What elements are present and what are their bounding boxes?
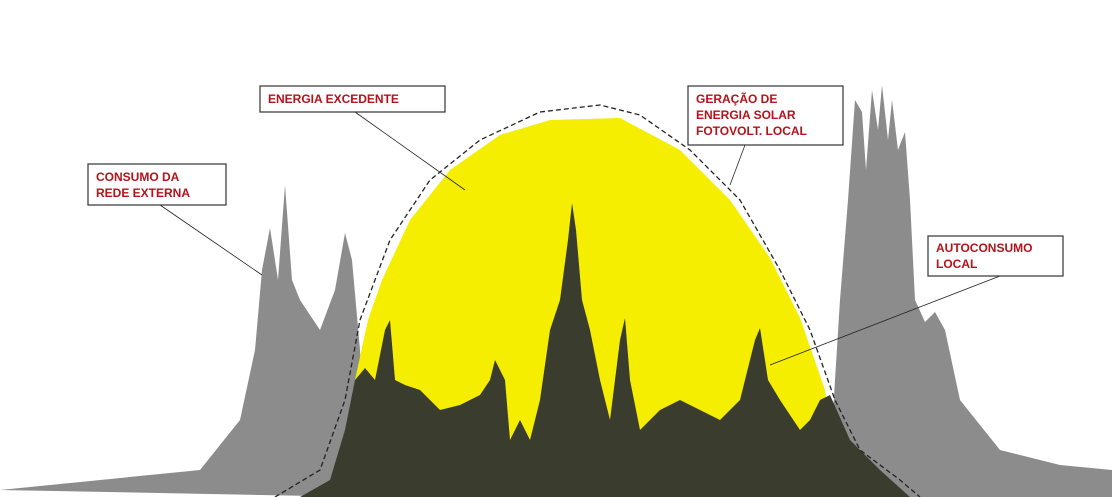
label-box (259, 85, 446, 113)
grid-consumption-right (828, 85, 1112, 497)
label-text: AUTOCONSUMO (936, 241, 1032, 255)
leader-line (159, 204, 263, 276)
generation-outline (274, 104, 921, 497)
label-text: REDE EXTERNA (96, 186, 190, 200)
label-box (687, 85, 844, 146)
label-text: ENERGIA EXCEDENTE (268, 92, 399, 106)
grid-consumption-left (0, 185, 368, 497)
label-box (927, 235, 1064, 277)
label-text: FOTOVOLT. LOCAL (696, 124, 807, 138)
leader-line (354, 111, 466, 191)
self-consumption (300, 203, 910, 497)
label-box (87, 163, 227, 206)
leader-line (729, 144, 746, 186)
label-text: ENERGIA SOLAR (696, 108, 796, 122)
label-text: GERAÇÃO DE (696, 91, 777, 106)
label-text: LOCAL (936, 257, 977, 271)
leader-line (769, 275, 1001, 366)
label-text: CONSUMO DA (96, 170, 180, 184)
